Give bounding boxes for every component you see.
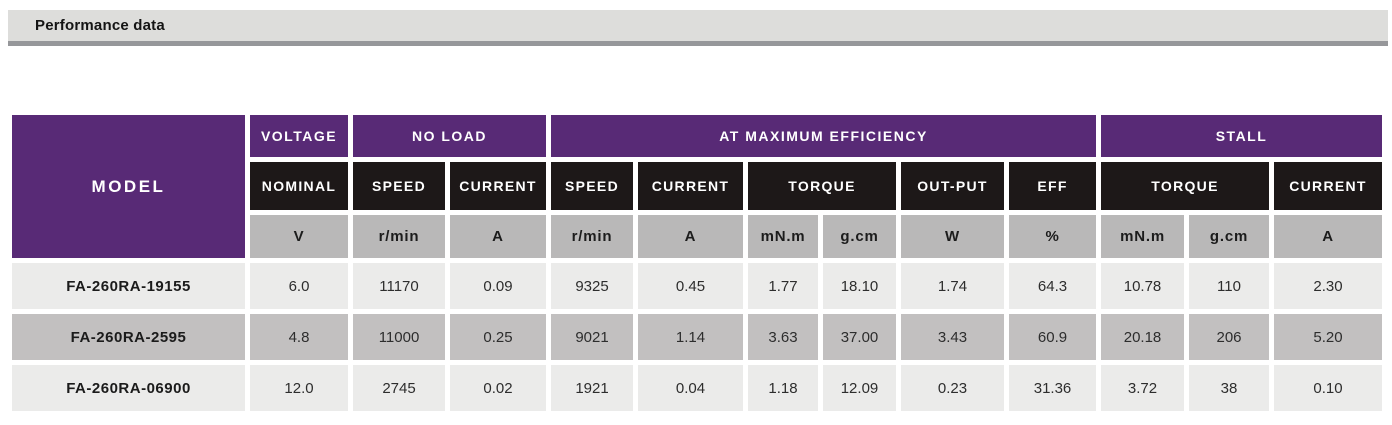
data-cell: 0.09 <box>450 263 546 309</box>
data-cell: 6.0 <box>250 263 348 309</box>
data-cell: 0.45 <box>638 263 743 309</box>
sub-header-torque-stall: TORQUE <box>1101 162 1270 210</box>
group-header-stall: STALL <box>1101 115 1382 157</box>
data-cell: 0.23 <box>901 365 1004 411</box>
sub-header-current-max-eff: CURRENT <box>638 162 743 210</box>
data-cell: 0.25 <box>450 314 546 360</box>
data-cell: 38 <box>1189 365 1270 411</box>
group-header-no-load: NO LOAD <box>353 115 546 157</box>
table-row: FA-260RA-06900 12.0 2745 0.02 1921 0.04 … <box>12 365 1382 411</box>
sub-header-speed-max-eff: SPEED <box>551 162 633 210</box>
data-cell: 1.74 <box>901 263 1004 309</box>
sub-header-eff: EFF <box>1009 162 1097 210</box>
table-row: FA-260RA-19155 6.0 11170 0.09 9325 0.45 … <box>12 263 1382 309</box>
unit-rpm-no-load: r/min <box>353 215 445 258</box>
data-cell: 0.10 <box>1274 365 1382 411</box>
data-cell: 0.04 <box>638 365 743 411</box>
data-cell: 10.78 <box>1101 263 1185 309</box>
data-cell: 64.3 <box>1009 263 1097 309</box>
unit-a-no-load: A <box>450 215 546 258</box>
unit-w-output: W <box>901 215 1004 258</box>
performance-table: MODEL VOLTAGE NO LOAD AT MAXIMUM EFFICIE… <box>7 110 1387 416</box>
data-cell: 3.43 <box>901 314 1004 360</box>
data-cell: 4.8 <box>250 314 348 360</box>
unit-voltage-v: V <box>250 215 348 258</box>
data-cell: 12.09 <box>823 365 896 411</box>
data-cell: 20.18 <box>1101 314 1185 360</box>
model-cell: FA-260RA-06900 <box>12 365 245 411</box>
model-column-header: MODEL <box>12 115 245 258</box>
data-cell: 110 <box>1189 263 1270 309</box>
table-row: FA-260RA-2595 4.8 11000 0.25 9021 1.14 3… <box>12 314 1382 360</box>
unit-row: V r/min A r/min A mN.m g.cm W % mN.m g.c… <box>12 215 1382 258</box>
data-cell: 11170 <box>353 263 445 309</box>
unit-percent-eff: % <box>1009 215 1097 258</box>
data-cell: 206 <box>1189 314 1270 360</box>
data-cell: 0.02 <box>450 365 546 411</box>
unit-a-max-eff: A <box>638 215 743 258</box>
sub-header-current-no-load: CURRENT <box>450 162 546 210</box>
section-title: Performance data <box>35 17 165 34</box>
group-header-voltage: VOLTAGE <box>250 115 348 157</box>
sub-header-torque-max-eff: TORQUE <box>748 162 896 210</box>
data-cell: 3.63 <box>748 314 818 360</box>
data-cell: 12.0 <box>250 365 348 411</box>
data-cell: 9021 <box>551 314 633 360</box>
data-cell: 60.9 <box>1009 314 1097 360</box>
data-cell: 5.20 <box>1274 314 1382 360</box>
data-cell: 9325 <box>551 263 633 309</box>
data-cell: 1.14 <box>638 314 743 360</box>
data-cell: 2745 <box>353 365 445 411</box>
model-cell: FA-260RA-2595 <box>12 314 245 360</box>
sub-header-nominal: NOMINAL <box>250 162 348 210</box>
group-header-row: MODEL VOLTAGE NO LOAD AT MAXIMUM EFFICIE… <box>12 115 1382 258</box>
sub-header-row: NOMINAL SPEED CURRENT SPEED CURRENT TORQ… <box>12 162 1382 210</box>
unit-gcm-stall: g.cm <box>1189 215 1270 258</box>
model-cell: FA-260RA-19155 <box>12 263 245 309</box>
unit-mnm-max-eff: mN.m <box>748 215 818 258</box>
data-cell: 3.72 <box>1101 365 1185 411</box>
data-cell: 1.77 <box>748 263 818 309</box>
data-cell: 18.10 <box>823 263 896 309</box>
data-cell: 37.00 <box>823 314 896 360</box>
data-cell: 2.30 <box>1274 263 1382 309</box>
unit-mnm-stall: mN.m <box>1101 215 1185 258</box>
unit-a-stall: A <box>1274 215 1382 258</box>
data-cell: 1921 <box>551 365 633 411</box>
sub-header-current-stall: CURRENT <box>1274 162 1382 210</box>
sub-header-speed-no-load: SPEED <box>353 162 445 210</box>
data-cell: 31.36 <box>1009 365 1097 411</box>
unit-gcm-max-eff: g.cm <box>823 215 896 258</box>
section-title-bar: Performance data <box>8 10 1388 46</box>
data-cell: 1.18 <box>748 365 818 411</box>
sub-header-output: OUT-PUT <box>901 162 1004 210</box>
group-header-at-maximum-efficiency: AT MAXIMUM EFFICIENCY <box>551 115 1097 157</box>
unit-rpm-max-eff: r/min <box>551 215 633 258</box>
data-cell: 11000 <box>353 314 445 360</box>
